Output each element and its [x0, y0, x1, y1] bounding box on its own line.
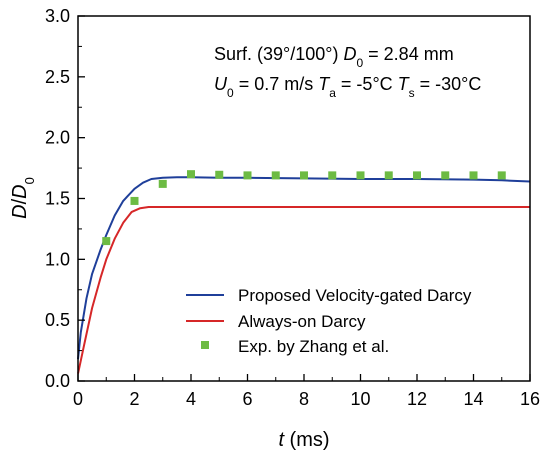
annotation-line-1: Surf. (39°/100°) D0 = 2.84 mm: [214, 44, 454, 70]
series-line-0: [77, 176, 531, 360]
legend: Proposed Velocity-gated Darcy Always-on …: [186, 286, 472, 356]
data-point: [102, 237, 111, 246]
data-point: [300, 171, 308, 180]
legend-label-experiment: Exp. by Zhang et al.: [238, 337, 389, 356]
series-line-1: [77, 206, 530, 374]
plot-content: [77, 170, 531, 374]
x-tick-label: 2: [129, 389, 139, 409]
data-point: [384, 171, 393, 180]
y-tick-label: 2.0: [45, 128, 70, 148]
x-tick-label: 12: [407, 389, 427, 409]
data-point: [243, 171, 252, 180]
y-tick-label: 0.0: [45, 371, 70, 391]
data-point: [441, 171, 450, 180]
x-tick-label: 10: [350, 389, 370, 409]
data-point: [271, 171, 280, 180]
data-point: [413, 171, 421, 180]
legend-marker-experiment: [201, 341, 209, 349]
data-point: [187, 170, 195, 179]
legend-label-always-on: Always-on Darcy: [238, 312, 366, 331]
data-point: [497, 171, 506, 180]
y-axis-title: D/D0: [9, 177, 37, 219]
y-tick-label: 2.5: [45, 67, 70, 87]
data-point: [469, 171, 478, 180]
x-axis-title: t (ms): [278, 429, 329, 451]
data-point: [215, 170, 224, 179]
legend-label-proposed: Proposed Velocity-gated Darcy: [238, 286, 472, 305]
x-tick-label: 14: [463, 389, 483, 409]
y-tick-label: 3.0: [45, 6, 70, 26]
y-tick-label: 1.5: [45, 189, 70, 209]
annotation-line-2: U0 = 0.7 m/s Ta = -5°C Ts = -30°C: [214, 74, 481, 100]
x-tick-label: 0: [73, 389, 83, 409]
x-tick-label: 6: [242, 389, 252, 409]
x-tick-label: 16: [520, 389, 540, 409]
x-tick-label: 4: [186, 389, 196, 409]
data-point: [130, 196, 139, 205]
axis-ticks: 0 2 4 6 8 10 12 14 16 0.0 0.5 1.0 1.5 2.0 2.5 3.0: [45, 6, 540, 409]
x-tick-label: 8: [299, 389, 309, 409]
data-point: [356, 171, 365, 180]
data-point: [328, 171, 337, 180]
y-tick-label: 1.0: [45, 249, 70, 269]
y-tick-label: 0.5: [45, 310, 70, 330]
data-point: [158, 179, 167, 188]
